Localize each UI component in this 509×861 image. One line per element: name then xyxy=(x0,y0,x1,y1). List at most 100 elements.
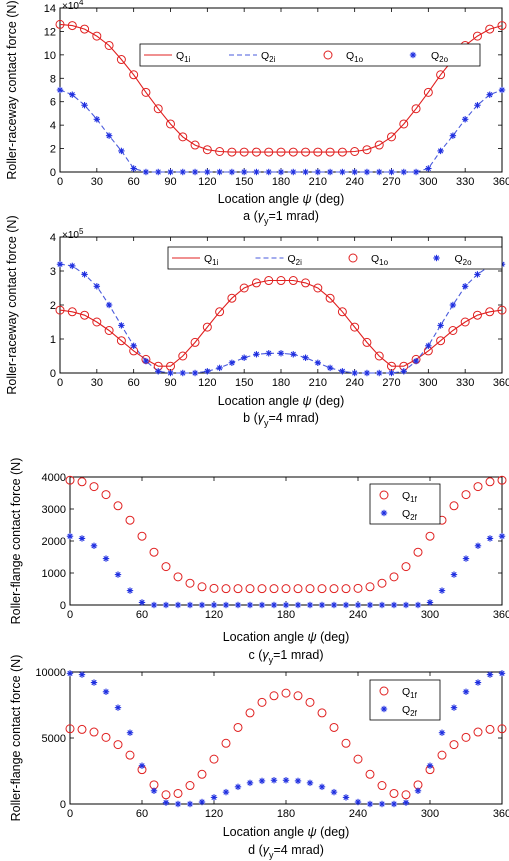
data-point-Q2o xyxy=(339,368,346,375)
data-point-Q1o xyxy=(436,336,446,346)
data-point-Q2f xyxy=(462,555,470,562)
legend-label: Q2f xyxy=(402,704,418,718)
legend-item-Q1i: Q1i xyxy=(172,253,219,267)
data-point-Q1f xyxy=(425,531,435,541)
chart-panel-c: 0 60 120 180 240 300 360 0 1000 2000 3000 4000 Rolle… xyxy=(9,458,509,665)
data-point-Q1o xyxy=(104,326,114,335)
data-point-Q1o xyxy=(485,307,495,317)
data-point-Q2o xyxy=(498,86,506,94)
data-point-Q2f xyxy=(210,601,218,609)
legend-swatch xyxy=(409,51,417,59)
x-tick-label: 270 xyxy=(382,176,400,188)
legend-item-Q1i: Q1i xyxy=(144,50,191,64)
data-point-Q2f xyxy=(222,601,230,609)
data-point-Q1f xyxy=(497,475,507,485)
data-point-Q1f xyxy=(77,724,87,734)
y-tick-label: 10000 xyxy=(35,667,66,679)
data-point-Q1f xyxy=(401,790,411,800)
data-point-Q2o xyxy=(130,165,137,172)
data-point-Q1f xyxy=(221,584,231,594)
data-point-Q1o xyxy=(67,21,77,31)
data-point-Q1o xyxy=(374,351,384,361)
x-tick-label: 30 xyxy=(91,176,103,188)
data-point-Q1o xyxy=(215,147,225,156)
data-point-Q2o xyxy=(155,168,162,176)
data-point-Q2f xyxy=(270,777,278,784)
chart-panel-d: 0 60 120 180 240 300 360 0 5000 10000 Roller-flang… xyxy=(9,655,509,860)
x-tick-label: 360 xyxy=(493,377,509,389)
data-point-Q1o xyxy=(337,307,347,317)
legend-box xyxy=(369,679,441,721)
data-point-Q2o xyxy=(351,168,358,176)
data-point-Q2f xyxy=(258,777,266,785)
data-point-Q2f xyxy=(162,601,170,609)
data-point-Q2o xyxy=(302,168,309,176)
data-point-Q1f xyxy=(209,583,219,593)
x-axis-label: Location angle ψ (deg) xyxy=(223,630,350,644)
legend-item-Q2f: Q2f xyxy=(380,508,418,522)
panel-caption: d (γy=4 mrad) xyxy=(248,843,324,860)
data-point-Q1o xyxy=(239,283,249,293)
x-tick-label: 60 xyxy=(136,808,148,820)
data-point-Q2o xyxy=(314,168,322,176)
data-point-Q1o xyxy=(399,119,409,129)
data-point-Q2f xyxy=(270,601,278,609)
x-tick-label: 270 xyxy=(382,377,400,389)
data-point-Q2o xyxy=(302,354,309,361)
y-tick-label: 0 xyxy=(60,600,66,612)
data-point-Q2f xyxy=(426,599,434,606)
x-tick-label: 360 xyxy=(493,176,509,188)
data-point-Q1o xyxy=(301,147,311,157)
data-point-Q2o xyxy=(461,283,469,290)
x-tick-label: 240 xyxy=(345,176,363,188)
y-tick-label: 14 xyxy=(44,3,56,15)
data-point-Q2o xyxy=(425,342,432,349)
y-tick-label: 8 xyxy=(50,73,56,85)
data-point-Q2o xyxy=(265,350,272,357)
legend-swatch xyxy=(323,50,333,60)
data-point-Q1f xyxy=(341,738,351,748)
data-point-Q1f xyxy=(65,475,75,485)
data-point-Q1o xyxy=(301,278,311,288)
data-point-Q2f xyxy=(366,800,374,808)
y-tick-label: 2 xyxy=(50,144,56,156)
data-point-Q2f xyxy=(438,729,446,736)
legend-label: Q1i xyxy=(204,253,219,267)
legend-label: Q2i xyxy=(261,50,276,64)
data-point-Q2f xyxy=(282,601,290,609)
data-point-Q2f xyxy=(90,679,98,686)
data-point-Q1o xyxy=(251,147,261,157)
data-point-Q1o xyxy=(325,293,335,303)
data-point-Q1o xyxy=(215,307,225,317)
data-point-Q2o xyxy=(449,301,457,309)
y-tick-label: 4000 xyxy=(42,472,66,484)
data-point-Q2o xyxy=(486,91,493,98)
data-point-Q2f xyxy=(198,798,206,806)
y-tick-label: 6 xyxy=(50,97,56,109)
data-point-Q1f xyxy=(245,584,255,594)
data-point-Q2o xyxy=(363,168,371,176)
data-point-Q2f xyxy=(174,601,182,609)
data-point-Q2f xyxy=(486,671,494,678)
data-point-Q2f xyxy=(330,601,338,609)
data-point-Q1o xyxy=(362,145,372,155)
data-point-Q1f xyxy=(353,583,363,593)
x-tick-label: 120 xyxy=(198,377,216,389)
data-point-Q2f xyxy=(102,555,110,562)
data-point-Q2o xyxy=(437,322,444,329)
data-point-Q1f xyxy=(461,732,471,742)
data-point-Q2f xyxy=(78,671,86,678)
x-tick-label: 300 xyxy=(421,808,439,820)
data-point-Q2o xyxy=(400,168,407,176)
data-point-Q2f xyxy=(426,762,434,769)
data-point-Q1o xyxy=(436,70,446,80)
data-point-Q1f xyxy=(305,584,315,594)
data-point-Q2o xyxy=(326,168,334,176)
data-point-Q1o xyxy=(387,132,396,142)
data-point-Q2f xyxy=(318,783,326,791)
data-point-Q1o xyxy=(116,55,126,65)
x-tick-label: 360 xyxy=(493,609,509,621)
data-point-Q2f xyxy=(66,670,74,677)
x-tick-label: 240 xyxy=(349,808,367,820)
data-point-Q1f xyxy=(329,722,339,732)
